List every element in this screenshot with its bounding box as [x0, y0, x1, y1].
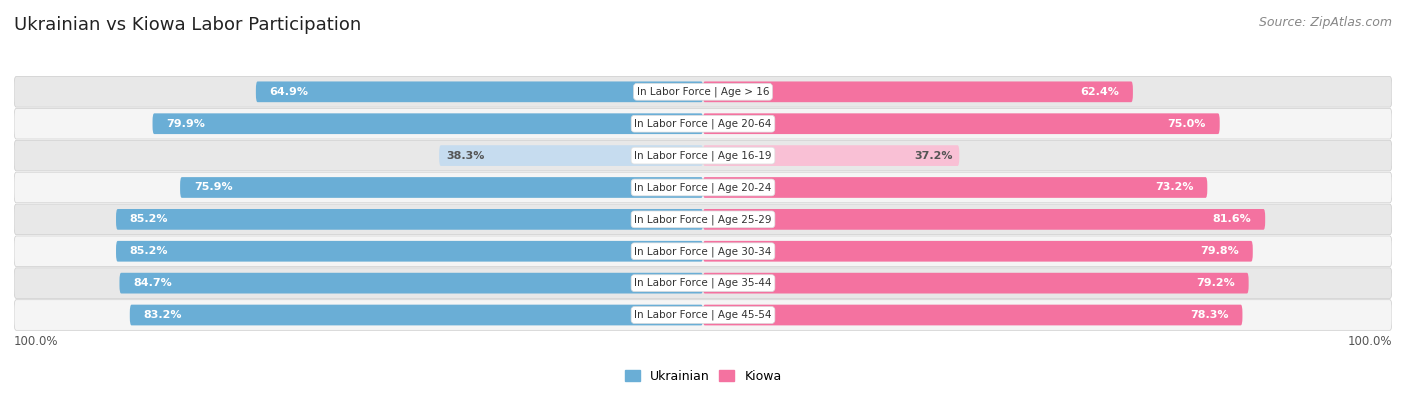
FancyBboxPatch shape — [703, 241, 1253, 261]
Text: 81.6%: 81.6% — [1212, 214, 1251, 224]
Legend: Ukrainian, Kiowa: Ukrainian, Kiowa — [620, 365, 786, 388]
FancyBboxPatch shape — [14, 172, 1392, 203]
FancyBboxPatch shape — [703, 177, 1208, 198]
FancyBboxPatch shape — [703, 81, 1133, 102]
Text: In Labor Force | Age 45-54: In Labor Force | Age 45-54 — [634, 310, 772, 320]
FancyBboxPatch shape — [703, 273, 1249, 293]
Text: 79.9%: 79.9% — [166, 119, 205, 129]
Text: 85.2%: 85.2% — [129, 246, 169, 256]
Text: 38.3%: 38.3% — [446, 150, 485, 161]
Text: 78.3%: 78.3% — [1189, 310, 1229, 320]
Text: In Labor Force | Age 35-44: In Labor Force | Age 35-44 — [634, 278, 772, 288]
FancyBboxPatch shape — [14, 236, 1392, 267]
FancyBboxPatch shape — [117, 209, 703, 230]
Text: In Labor Force | Age 16-19: In Labor Force | Age 16-19 — [634, 150, 772, 161]
FancyBboxPatch shape — [180, 177, 703, 198]
FancyBboxPatch shape — [14, 140, 1392, 171]
Text: In Labor Force | Age 25-29: In Labor Force | Age 25-29 — [634, 214, 772, 225]
Text: 79.8%: 79.8% — [1201, 246, 1239, 256]
FancyBboxPatch shape — [14, 300, 1392, 330]
FancyBboxPatch shape — [120, 273, 703, 293]
FancyBboxPatch shape — [152, 113, 703, 134]
FancyBboxPatch shape — [14, 77, 1392, 107]
FancyBboxPatch shape — [703, 209, 1265, 230]
Text: 79.2%: 79.2% — [1197, 278, 1234, 288]
FancyBboxPatch shape — [703, 145, 959, 166]
FancyBboxPatch shape — [14, 268, 1392, 299]
Text: In Labor Force | Age 20-24: In Labor Force | Age 20-24 — [634, 182, 772, 193]
Text: 37.2%: 37.2% — [914, 150, 952, 161]
FancyBboxPatch shape — [14, 204, 1392, 235]
FancyBboxPatch shape — [14, 108, 1392, 139]
FancyBboxPatch shape — [703, 305, 1243, 325]
Text: 64.9%: 64.9% — [270, 87, 309, 97]
Text: 73.2%: 73.2% — [1154, 182, 1194, 192]
Text: In Labor Force | Age > 16: In Labor Force | Age > 16 — [637, 87, 769, 97]
FancyBboxPatch shape — [129, 305, 703, 325]
Text: 75.0%: 75.0% — [1167, 119, 1206, 129]
Text: In Labor Force | Age 20-64: In Labor Force | Age 20-64 — [634, 118, 772, 129]
Text: 62.4%: 62.4% — [1080, 87, 1119, 97]
Text: 75.9%: 75.9% — [194, 182, 232, 192]
Text: 84.7%: 84.7% — [134, 278, 172, 288]
FancyBboxPatch shape — [439, 145, 703, 166]
FancyBboxPatch shape — [117, 241, 703, 261]
FancyBboxPatch shape — [703, 113, 1219, 134]
Text: 100.0%: 100.0% — [14, 335, 59, 348]
Text: Ukrainian vs Kiowa Labor Participation: Ukrainian vs Kiowa Labor Participation — [14, 16, 361, 34]
Text: 85.2%: 85.2% — [129, 214, 169, 224]
Text: Source: ZipAtlas.com: Source: ZipAtlas.com — [1258, 16, 1392, 29]
FancyBboxPatch shape — [256, 81, 703, 102]
Text: 100.0%: 100.0% — [1347, 335, 1392, 348]
Text: In Labor Force | Age 30-34: In Labor Force | Age 30-34 — [634, 246, 772, 256]
Text: 83.2%: 83.2% — [143, 310, 183, 320]
